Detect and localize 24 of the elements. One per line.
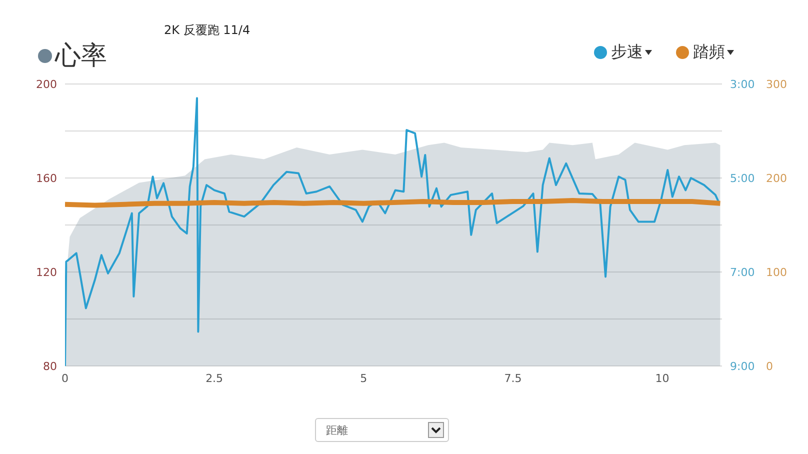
y3-tick-label: 200 — [766, 172, 787, 185]
legend-label: 步速 — [611, 42, 643, 63]
x-tick-label: 5 — [360, 372, 368, 385]
y-tick-label: 160 — [36, 172, 57, 185]
legend-label: 踏頻 — [693, 42, 725, 63]
y-tick-label: 120 — [36, 266, 57, 279]
x-tick-label: 10 — [655, 372, 670, 385]
line-series — [65, 97, 720, 366]
y2-tick-label: 9:00 — [730, 360, 755, 373]
x-tick-label: 2.5 — [206, 372, 224, 385]
y-tick-label: 200 — [36, 78, 57, 91]
x-axis-title: 距離 — [326, 422, 348, 438]
y2-tick-label: 5:00 — [730, 172, 755, 185]
legend-label: 心率 — [55, 40, 107, 73]
x-tick-label: 0 — [62, 372, 68, 385]
chart-title: 2K 反覆跑 11/4 — [164, 22, 250, 39]
dropdown-field: 距離 — [315, 418, 449, 442]
y-tick-label: 80 — [43, 360, 57, 373]
y3-tick-label: 100 — [766, 266, 787, 279]
y3-tick-label: 0 — [766, 360, 773, 373]
y3-tick-label: 300 — [766, 78, 787, 91]
x-tick-label: 7.5 — [504, 372, 522, 385]
y2-tick-label: 3:00 — [730, 78, 755, 91]
y2-tick-label: 7:00 — [730, 266, 755, 279]
